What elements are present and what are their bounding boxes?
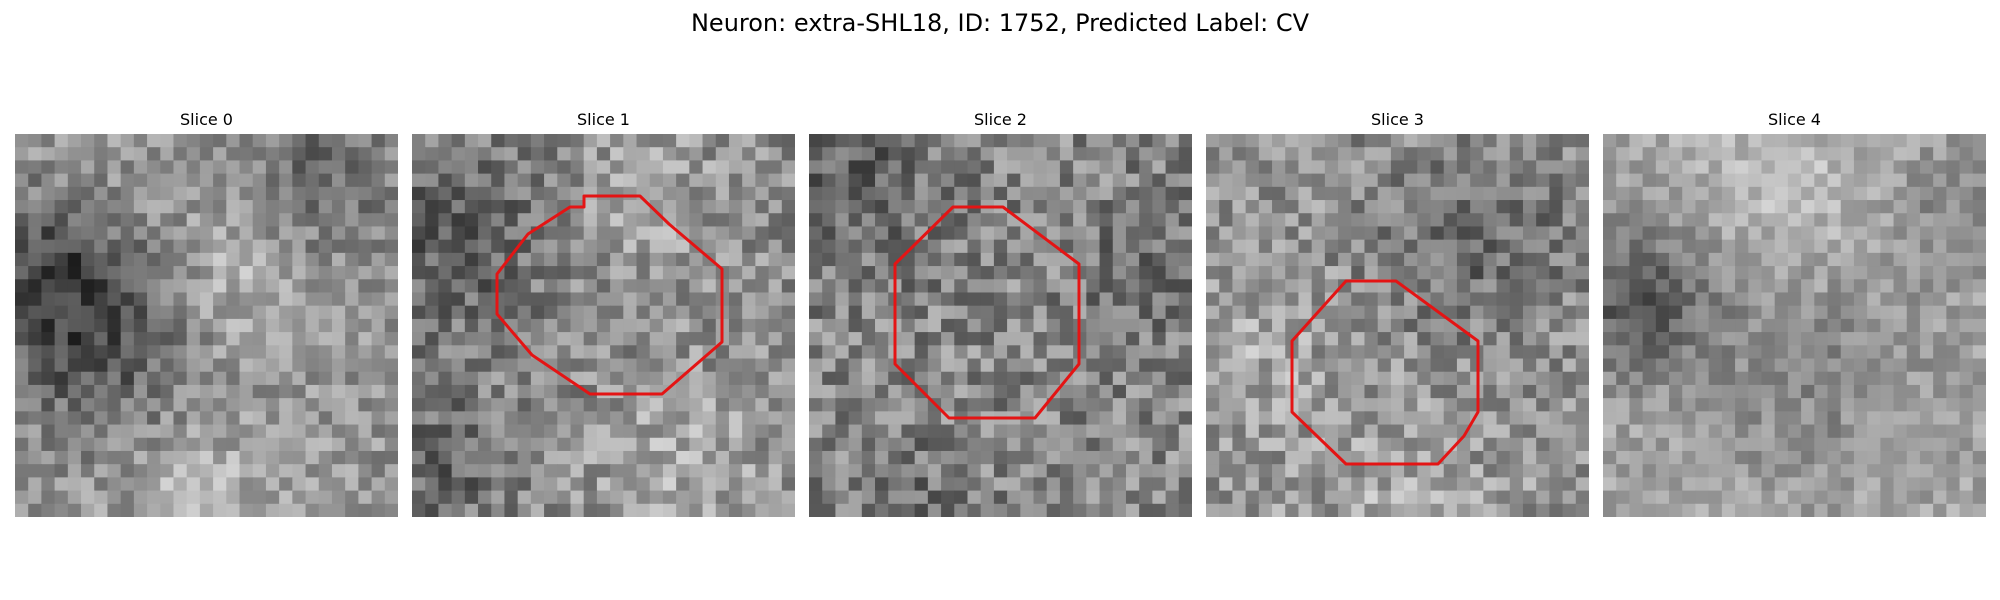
slice-panel-0: Slice 0 — [15, 108, 398, 517]
figure-title: Neuron: extra-SHL18, ID: 1752, Predicted… — [690, 9, 1310, 37]
slice-image-2 — [809, 134, 1192, 517]
slice-image-4 — [1603, 134, 1986, 517]
roi-contour — [495, 194, 724, 396]
slice-title: Slice 0 — [180, 110, 233, 129]
slice-title: Slice 1 — [577, 110, 630, 129]
slice-panel-3: Slice 3 — [1206, 108, 1589, 517]
slice-image-0 — [15, 134, 398, 517]
roi-contour — [1290, 279, 1480, 466]
slice-panel-2: Slice 2 — [809, 108, 1192, 517]
slice-title: Slice 4 — [1768, 110, 1821, 129]
slice-image-3 — [1206, 134, 1589, 517]
roi-contour — [893, 205, 1081, 420]
slice-image-1 — [412, 134, 795, 517]
slice-title: Slice 3 — [1371, 110, 1424, 129]
slice-panel-1: Slice 1 — [412, 108, 795, 517]
slice-panel-4: Slice 4 — [1603, 108, 1986, 517]
slice-title: Slice 2 — [974, 110, 1027, 129]
